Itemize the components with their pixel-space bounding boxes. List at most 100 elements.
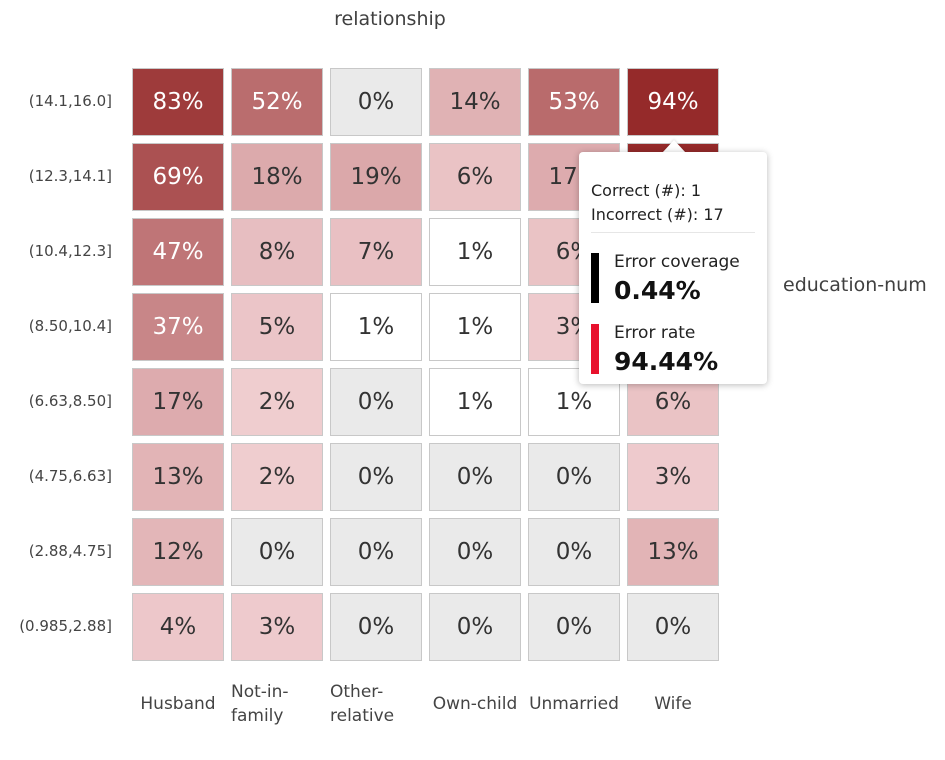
heatmap-cell[interactable]: 0% <box>528 593 620 661</box>
cell-value-label: 0% <box>357 464 395 490</box>
heatmap-cell[interactable]: 0% <box>330 518 422 586</box>
heatmap-cell[interactable]: 0% <box>330 443 422 511</box>
y-tick-label: (8.50,10.4] <box>28 317 112 335</box>
heatmap-cell[interactable]: 2% <box>231 368 323 436</box>
cell-value-label: 0% <box>456 464 494 490</box>
cell-value-label: 12% <box>152 539 204 565</box>
cell-value-label: 0% <box>357 89 395 115</box>
cell-value-label: 3% <box>654 464 692 490</box>
heatmap-cell[interactable]: 47% <box>132 218 224 286</box>
heatmap-cell[interactable]: 3% <box>231 593 323 661</box>
heatmap-cell[interactable]: 2% <box>231 443 323 511</box>
x-tick-label: Unmarried <box>529 694 619 714</box>
error-rate-bar <box>591 324 599 374</box>
heatmap-cell[interactable]: 83% <box>132 68 224 136</box>
cell-value-label: 0% <box>555 539 593 565</box>
heatmap-cell[interactable]: 1% <box>429 218 521 286</box>
cell-value-label: 14% <box>449 89 501 115</box>
x-tick-label: Husband <box>140 694 216 714</box>
cell-value-label: 83% <box>152 89 204 115</box>
heatmap-cell[interactable]: 0% <box>330 68 422 136</box>
heatmap-cell[interactable]: 0% <box>627 593 719 661</box>
cell-value-label: 0% <box>258 539 296 565</box>
heatmap-cell[interactable]: 1% <box>330 293 422 361</box>
cell-value-label: 0% <box>654 614 692 640</box>
cell-value-label: 47% <box>152 239 204 265</box>
heatmap-cell[interactable]: 0% <box>330 593 422 661</box>
heatmap-cell[interactable]: 0% <box>528 518 620 586</box>
cell-value-label: 2% <box>258 389 296 415</box>
heatmap-cell[interactable]: 7% <box>330 218 422 286</box>
cell-tooltip: Correct (#): 1 Incorrect (#): 17 Error c… <box>579 152 767 384</box>
heatmap-cell[interactable]: 52% <box>231 68 323 136</box>
heatmap-cell[interactable]: 53% <box>528 68 620 136</box>
cell-value-label: 1% <box>456 314 494 340</box>
cell-value-label: 17% <box>152 389 204 415</box>
cell-value-label: 5% <box>258 314 296 340</box>
y-axis-title: education-num <box>783 274 927 296</box>
heatmap-cell[interactable]: 13% <box>627 518 719 586</box>
heatmap-cell[interactable]: 12% <box>132 518 224 586</box>
heatmap-cell[interactable]: 17% <box>132 368 224 436</box>
cell-value-label: 0% <box>456 539 494 565</box>
heatmap-cell[interactable]: 3% <box>627 443 719 511</box>
x-tick-label: Wife <box>654 694 692 714</box>
heatmap-cell[interactable]: 1% <box>429 293 521 361</box>
y-tick-label: (10.4,12.3] <box>28 242 112 260</box>
cell-value-label: 0% <box>555 464 593 490</box>
cell-value-label: 0% <box>357 539 395 565</box>
x-axis-title: relationship <box>334 8 446 30</box>
error-coverage-label: Error coverage <box>614 252 740 272</box>
cell-value-label: 53% <box>548 89 600 115</box>
cell-value-label: 0% <box>555 614 593 640</box>
heatmap-cell[interactable]: 4% <box>132 593 224 661</box>
cell-value-label: 13% <box>647 539 699 565</box>
y-tick-label: (0.985,2.88] <box>19 617 112 635</box>
heatmap-cell[interactable]: 0% <box>231 518 323 586</box>
cell-value-label: 3% <box>258 614 296 640</box>
cell-value-label: 69% <box>152 164 204 190</box>
heatmap-cell[interactable]: 94% <box>627 68 719 136</box>
error-coverage-value: 0.44% <box>614 276 701 305</box>
cell-value-label: 94% <box>647 89 699 115</box>
tooltip-correct-count: Correct (#): 1 <box>591 181 702 200</box>
heatmap-cell[interactable]: 5% <box>231 293 323 361</box>
y-tick-label: (2.88,4.75] <box>28 542 112 560</box>
y-tick-label: (12.3,14.1] <box>28 167 112 185</box>
heatmap-cell[interactable]: 8% <box>231 218 323 286</box>
cell-value-label: 0% <box>357 614 395 640</box>
cell-value-label: 18% <box>251 164 303 190</box>
cell-value-label: 7% <box>357 239 395 265</box>
heatmap-cell[interactable]: 18% <box>231 143 323 211</box>
cell-value-label: 8% <box>258 239 296 265</box>
cell-value-label: 13% <box>152 464 204 490</box>
heatmap-cell[interactable]: 0% <box>429 593 521 661</box>
error-coverage-bar <box>591 253 599 303</box>
tooltip-incorrect-count: Incorrect (#): 17 <box>591 205 724 224</box>
y-tick-label: (4.75,6.63] <box>28 467 112 485</box>
cell-value-label: 1% <box>456 239 494 265</box>
cell-value-label: 19% <box>350 164 402 190</box>
tooltip-divider <box>591 232 755 233</box>
heatmap-cell[interactable]: 6% <box>429 143 521 211</box>
cell-value-label: 6% <box>654 389 692 415</box>
cell-value-label: 6% <box>456 164 494 190</box>
heatmap-cell[interactable]: 0% <box>429 518 521 586</box>
heatmap-cell[interactable]: 14% <box>429 68 521 136</box>
cell-value-label: 52% <box>251 89 303 115</box>
heatmap-cell[interactable]: 19% <box>330 143 422 211</box>
error-rate-label: Error rate <box>614 323 696 343</box>
cell-value-label: 2% <box>258 464 296 490</box>
heatmap-cell[interactable]: 37% <box>132 293 224 361</box>
heatmap-cell[interactable]: 1% <box>429 368 521 436</box>
cell-value-label: 0% <box>456 614 494 640</box>
heatmap-cell[interactable]: 0% <box>528 443 620 511</box>
heatmap-cell[interactable]: 13% <box>132 443 224 511</box>
heatmap-cell[interactable]: 69% <box>132 143 224 211</box>
error-rate-value: 94.44% <box>614 347 719 376</box>
tooltip-arrow <box>662 140 686 153</box>
cell-value-label: 4% <box>159 614 197 640</box>
heatmap-cell[interactable]: 0% <box>330 368 422 436</box>
heatmap-cell[interactable]: 0% <box>429 443 521 511</box>
